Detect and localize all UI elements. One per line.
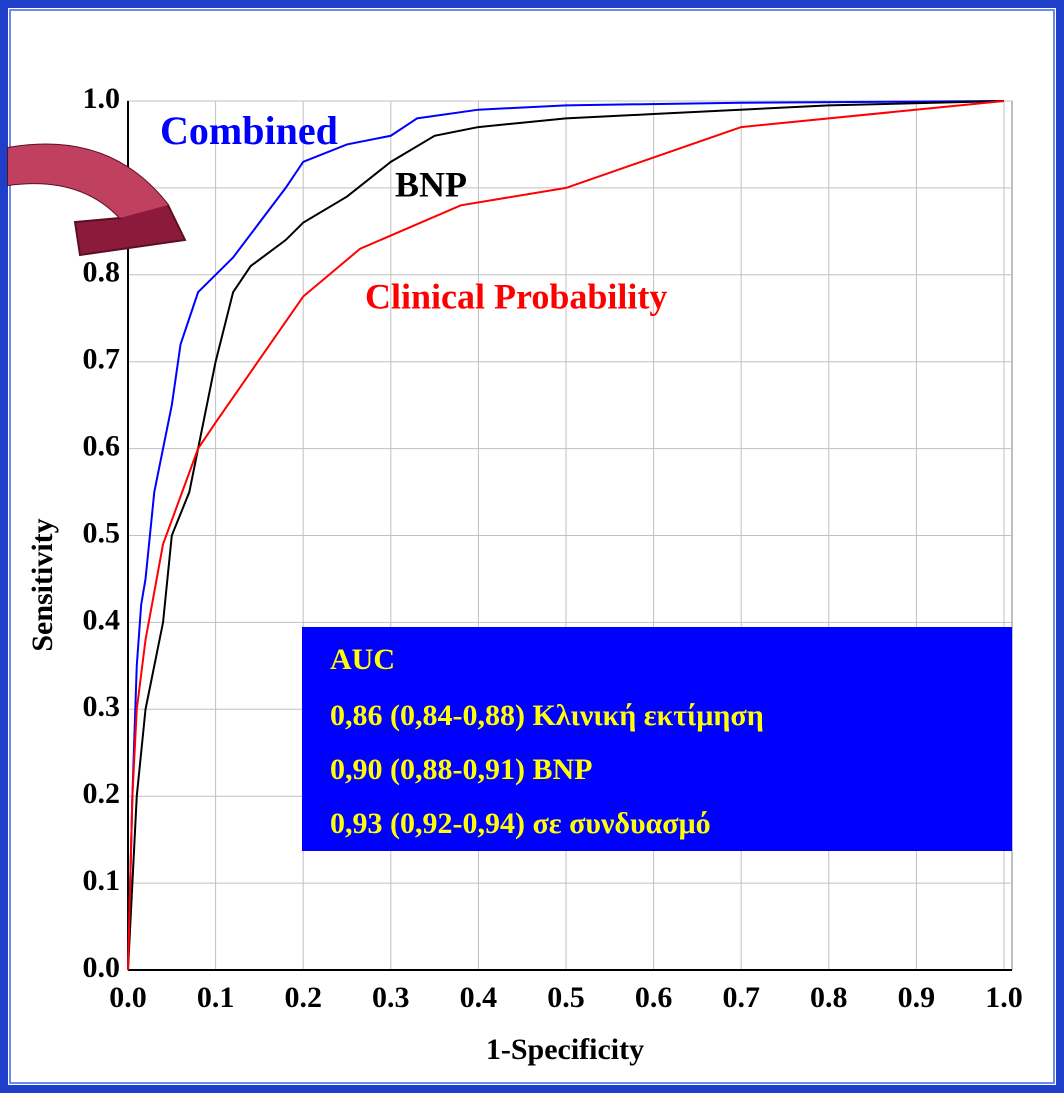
x-tick-label: 0.3 <box>372 981 410 1014</box>
auc-title: AUC <box>330 643 395 676</box>
y-tick-label: 0.1 <box>83 864 121 897</box>
y-tick-label: 0.3 <box>83 690 121 723</box>
x-tick-label: 1.0 <box>985 981 1023 1014</box>
y-axis-label: Sensitivity <box>26 518 59 651</box>
x-tick-label: 0.8 <box>810 981 848 1014</box>
x-tick-label: 0.4 <box>460 981 498 1014</box>
x-tick-label: 0.0 <box>109 981 147 1014</box>
auc-line: 0,90 (0,88-0,91) BNP <box>330 753 592 786</box>
x-axis-label: 1-Specificity <box>486 1033 644 1066</box>
auc-line: 0,93 (0,92-0,94) σε συνδυασμό <box>330 807 711 840</box>
y-tick-label: 0.7 <box>83 343 121 376</box>
legend-label: Clinical Probability <box>365 276 667 316</box>
y-tick-label: 0.2 <box>83 777 121 810</box>
x-tick-label: 0.7 <box>722 981 760 1014</box>
x-tick-label: 0.6 <box>635 981 673 1014</box>
y-tick-label: 0.6 <box>83 429 121 462</box>
x-tick-label: 0.9 <box>898 981 936 1014</box>
x-tick-label: 0.2 <box>284 981 322 1014</box>
slide: 0.0 0.1 0.2 0.3 0.4 0.5 0.6 0.7 0.8 0.9 1.0 0.0 0.1 0… <box>0 0 1064 1093</box>
auc-line: 0,86 (0,84-0,88) Κλινική εκτίμηση <box>330 699 764 732</box>
y-tick-label: 0.5 <box>83 516 121 549</box>
y-tick-label: 0.4 <box>83 603 121 636</box>
x-tick-label: 0.1 <box>197 981 235 1014</box>
y-tick-label: 0.0 <box>83 951 121 984</box>
plot: 0.0 0.1 0.2 0.3 0.4 0.5 0.6 0.7 0.8 0.9 1.0 0.0 0.1 0… <box>83 82 1023 1014</box>
x-tick-label: 0.5 <box>547 981 585 1014</box>
legend-label: Combined <box>160 108 338 153</box>
legend-label: BNP <box>395 164 467 204</box>
y-tick-label: 0.8 <box>83 256 121 289</box>
y-tick-label: 1.0 <box>83 82 121 115</box>
